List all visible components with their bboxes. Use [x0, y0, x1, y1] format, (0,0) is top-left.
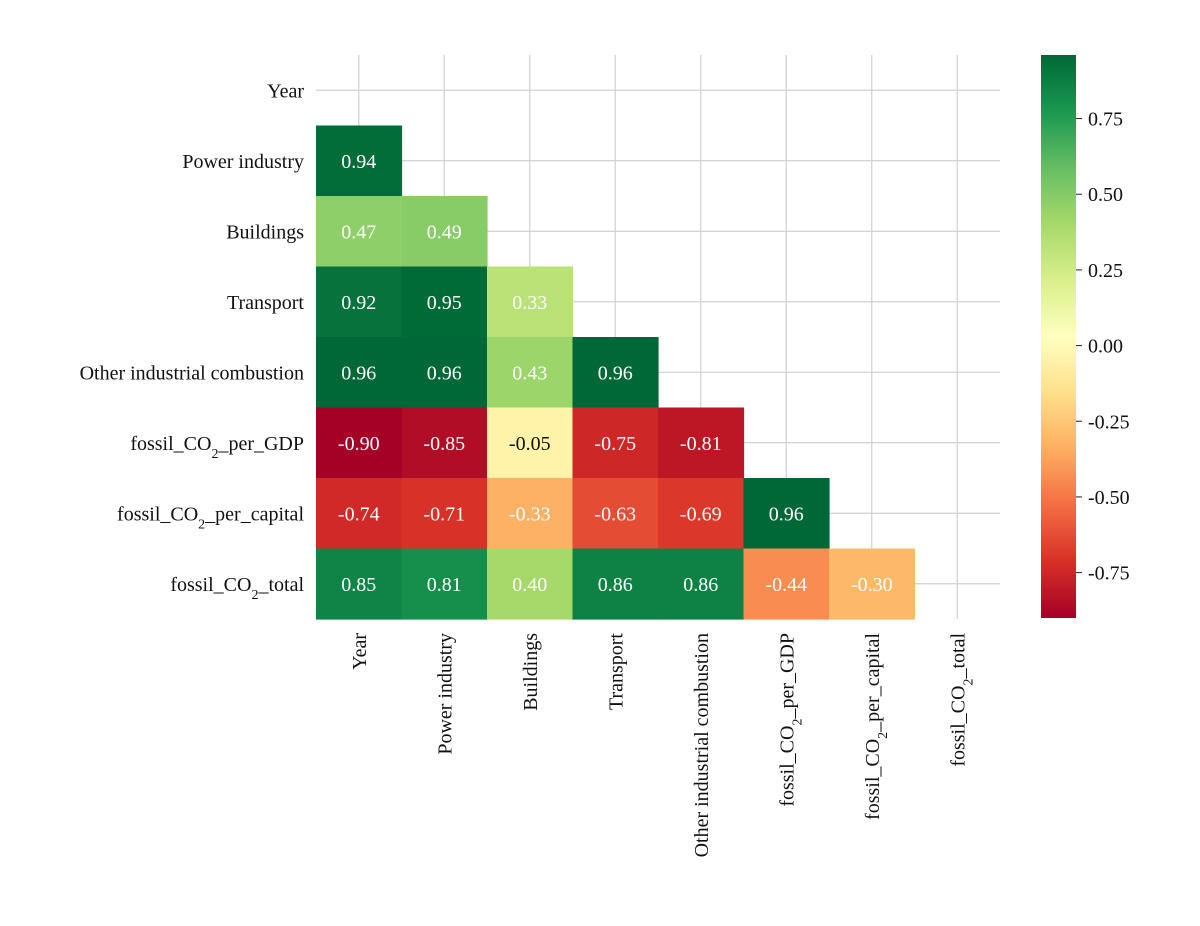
cell-value-label: 0.81: [427, 574, 462, 596]
cell-value-label: 0.85: [341, 574, 376, 596]
heatmap-cell: [401, 337, 488, 409]
heatmap-cell: [316, 196, 403, 268]
heatmap-cell: [316, 125, 403, 197]
cell-value-label: 0.49: [427, 221, 462, 243]
cell-value-label: 0.96: [341, 362, 376, 384]
y-tick-label: Power industry: [182, 151, 304, 173]
y-tick-label: fossil_CO2_total: [170, 574, 304, 603]
cell-value-label: -0.74: [338, 503, 380, 525]
heatmap-cell: [401, 266, 488, 338]
y-tick-label: Transport: [227, 292, 304, 314]
cell-value-label: 0.96: [427, 362, 462, 384]
heatmap-cell: [401, 548, 488, 620]
cell-value-label: 0.33: [512, 292, 547, 314]
x-tick-label: fossil_CO2_total: [947, 633, 976, 767]
colorbar-tick-label: 0.50: [1088, 184, 1123, 206]
cell-value-label: -0.85: [423, 433, 465, 455]
x-tick-label: Other industrial combustion: [691, 633, 713, 857]
heatmap-cell: [743, 478, 830, 550]
y-axis-tick-labels: Year Power industry Buildings Transport Othe…: [80, 80, 305, 602]
cell-value-label: -0.33: [509, 503, 551, 525]
heatmap-cell: [572, 548, 659, 620]
heatmap-cell: [572, 337, 659, 409]
cell-value-label: 0.94: [341, 151, 376, 173]
cell-value-label: 0.47: [341, 221, 376, 243]
colorbar-gradient: [1041, 55, 1076, 618]
heatmap-cell: [572, 478, 659, 550]
x-tick-label: Power industry: [434, 633, 456, 755]
cell-value-label: -0.90: [338, 433, 380, 455]
cell-value-label: 0.40: [512, 574, 547, 596]
y-tick-label: fossil_CO2_per_GDP: [130, 433, 304, 462]
colorbar-tick-label: 0.75: [1088, 109, 1123, 131]
colorbar-tick-label: -0.75: [1088, 563, 1130, 585]
cell-value-label: -0.75: [594, 433, 636, 455]
y-tick-label: fossil_CO2_per_capital: [117, 503, 304, 532]
y-tick-label: Year: [267, 80, 304, 102]
cell-value-label: 0.96: [769, 503, 804, 525]
y-tick-label: Other industrial combustion: [80, 362, 304, 384]
heatmap-cell: [316, 548, 403, 620]
cell-value-label: 0.86: [683, 574, 718, 596]
x-tick-label: Buildings: [520, 633, 542, 711]
heatmap-cell: [401, 478, 488, 550]
heatmap-cell: [316, 337, 403, 409]
cell-value-label: 0.95: [427, 292, 462, 314]
y-tick-label: Buildings: [226, 221, 304, 243]
cell-value-label: 0.86: [598, 574, 633, 596]
cell-value-label: -0.81: [680, 433, 722, 455]
cell-value-label: -0.05: [509, 433, 551, 455]
heatmap-cell: [658, 548, 745, 620]
cell-value-label: -0.44: [765, 574, 807, 596]
cell-value-label: 0.92: [341, 292, 376, 314]
x-tick-label: fossil_CO2_per_GDP: [776, 633, 805, 807]
heatmap-cell: [487, 266, 574, 338]
x-tick-label: fossil_CO2_per_capital: [862, 633, 891, 820]
heatmap-cell: [401, 407, 488, 479]
cell-value-label: -0.69: [680, 503, 722, 525]
cell-value-label: 0.43: [512, 362, 547, 384]
heatmap-cell: [401, 196, 488, 268]
heatmap-cell: [316, 266, 403, 338]
colorbar-tick-label: -0.50: [1088, 487, 1130, 509]
colorbar-tick-label: -0.25: [1088, 411, 1130, 433]
heatmap-cell: [829, 548, 916, 620]
heatmap-cell: [487, 548, 574, 620]
colorbar-tick-label: 0.00: [1088, 336, 1123, 358]
cell-value-label: -0.71: [423, 503, 465, 525]
heatmap-cell: [743, 548, 830, 620]
cell-value-label: -0.30: [851, 574, 893, 596]
x-axis-tick-labels: Year Power industry Buildings Transport Othe…: [349, 633, 976, 858]
x-tick-label: Transport: [605, 633, 627, 710]
heatmap-cell: [572, 407, 659, 479]
cell-value-label: -0.63: [594, 503, 636, 525]
heatmap-cell: [316, 407, 403, 479]
x-tick-label: Year: [349, 633, 371, 670]
heatmap-cell: [658, 407, 745, 479]
heatmap-cell: [487, 478, 574, 550]
colorbar-tick-label: 0.25: [1088, 260, 1123, 282]
heatmap-cell: [316, 478, 403, 550]
heatmap-cell: [658, 478, 745, 550]
heatmap-cell: [487, 337, 574, 409]
heatmap-cells: 0.94 0.47 0.49 0.92 0.95 0.33 0.96 0.96 0.43 0.96…: [316, 125, 916, 620]
cell-value-label: 0.96: [598, 362, 633, 384]
colorbar: 0.75 0.50 0.25 0.00 -0.25 -0.50 -0.75: [1041, 55, 1130, 618]
heatmap-cell: [487, 407, 574, 479]
